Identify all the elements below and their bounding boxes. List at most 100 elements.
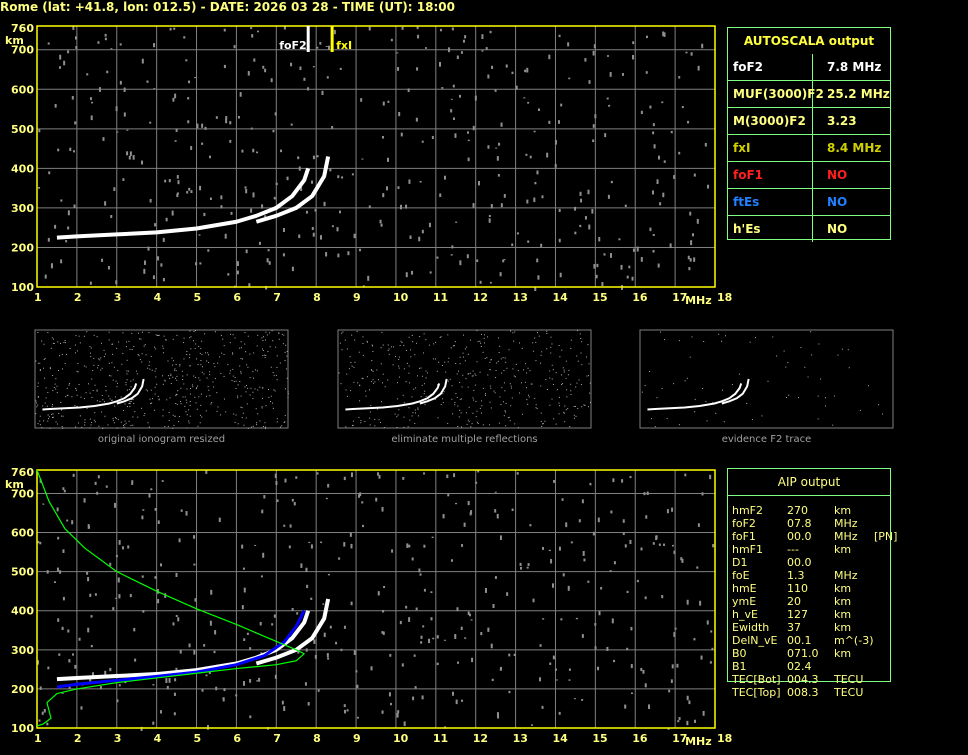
noise-dot [148, 426, 150, 428]
noise-dot [503, 370, 505, 372]
noise-dot [409, 382, 411, 384]
noise-dot [438, 61, 441, 67]
noise-dot [198, 234, 201, 236]
noise-dot [142, 610, 145, 613]
noise-dot [203, 373, 205, 375]
noise-dot [46, 570, 49, 574]
noise-dot [205, 674, 208, 677]
x-tick-label: 13 [513, 291, 528, 304]
noise-dot [350, 362, 352, 364]
noise-dot [62, 368, 64, 370]
noise-dot [39, 369, 41, 371]
noise-dot [649, 371, 651, 373]
noise-dot [401, 663, 404, 667]
noise-dot [341, 176, 344, 179]
noise-dot [500, 122, 503, 127]
noise-dot [446, 474, 449, 479]
noise-dot [497, 714, 500, 719]
noise-dot [268, 261, 271, 265]
noise-dot [62, 549, 65, 553]
noise-dot [312, 232, 315, 237]
trace-line [36, 469, 305, 727]
noise-dot [269, 346, 271, 348]
noise-dot [558, 402, 560, 404]
x-tick-label: 16 [632, 732, 648, 745]
noise-dot [536, 258, 539, 263]
noise-dot [408, 179, 411, 184]
noise-dot [361, 501, 364, 504]
noise-dot [472, 397, 474, 399]
noise-dot [67, 629, 70, 633]
noise-dot [674, 627, 677, 630]
aip-row: DelN_vE 00.1 m^(-3) [732, 634, 904, 647]
noise-dot [59, 570, 62, 574]
noise-dot [201, 354, 203, 356]
noise-dot [90, 115, 93, 121]
noise-dot [126, 370, 128, 372]
noise-dot [164, 179, 167, 183]
noise-dot [433, 358, 435, 360]
noise-dot [259, 386, 261, 388]
noise-dot [640, 547, 643, 551]
noise-dot [196, 123, 199, 129]
noise-dot [297, 649, 300, 654]
param-label: foF1 [732, 530, 756, 543]
noise-dot [311, 227, 314, 231]
noise-dot [783, 350, 785, 352]
x-tick-label: 13 [513, 732, 528, 745]
noise-dot [47, 237, 50, 242]
noise-dot [817, 395, 819, 397]
noise-dot [396, 382, 398, 384]
noise-dot [37, 423, 39, 425]
noise-dot [711, 647, 714, 651]
noise-dot [436, 635, 439, 639]
noise-dot [144, 260, 147, 265]
noise-dot [329, 168, 332, 172]
noise-dot [252, 397, 254, 399]
noise-dot [473, 389, 475, 391]
noise-dot [63, 489, 66, 493]
param-value: 37 [787, 621, 801, 634]
noise-dot [499, 272, 502, 277]
noise-dot [678, 340, 680, 342]
noise-dot [173, 369, 175, 371]
noise-dot [626, 590, 629, 593]
noise-dot [451, 385, 453, 387]
noise-dot [405, 272, 408, 278]
noise-dot [260, 575, 263, 578]
noise-dot [71, 96, 74, 100]
noise-dot [476, 410, 478, 412]
noise-dot [636, 579, 639, 583]
noise-dot [518, 342, 520, 344]
noise-dot [152, 275, 155, 280]
noise-dot [262, 65, 265, 69]
x-tick-label: 2 [74, 732, 82, 745]
noise-dot [818, 343, 820, 345]
noise-dot [541, 425, 543, 427]
noise-dot [425, 395, 427, 397]
noise-dot [514, 423, 516, 425]
noise-dot [283, 26, 286, 30]
noise-dot [93, 419, 95, 421]
noise-dot [581, 341, 583, 343]
noise-dot [180, 403, 182, 405]
noise-dot [279, 426, 281, 428]
noise-dot [97, 364, 99, 366]
noise-dot [137, 354, 139, 356]
noise-dot [162, 383, 164, 385]
noise-dot [89, 418, 91, 420]
noise-dot [613, 561, 616, 565]
noise-dot [434, 398, 436, 400]
noise-dot [179, 363, 181, 365]
noise-dot [475, 400, 477, 402]
noise-dot [188, 187, 191, 191]
noise-dot [542, 618, 545, 620]
page-title: Rome (lat: +41.8, lon: 012.5) - DATE: 20… [0, 0, 455, 14]
param-flag [874, 582, 904, 595]
noise-dot [189, 365, 191, 367]
noise-dot [541, 705, 544, 709]
param-flag [874, 517, 904, 530]
noise-dot [574, 417, 576, 419]
noise-dot [214, 630, 217, 635]
noise-dot [558, 238, 561, 243]
